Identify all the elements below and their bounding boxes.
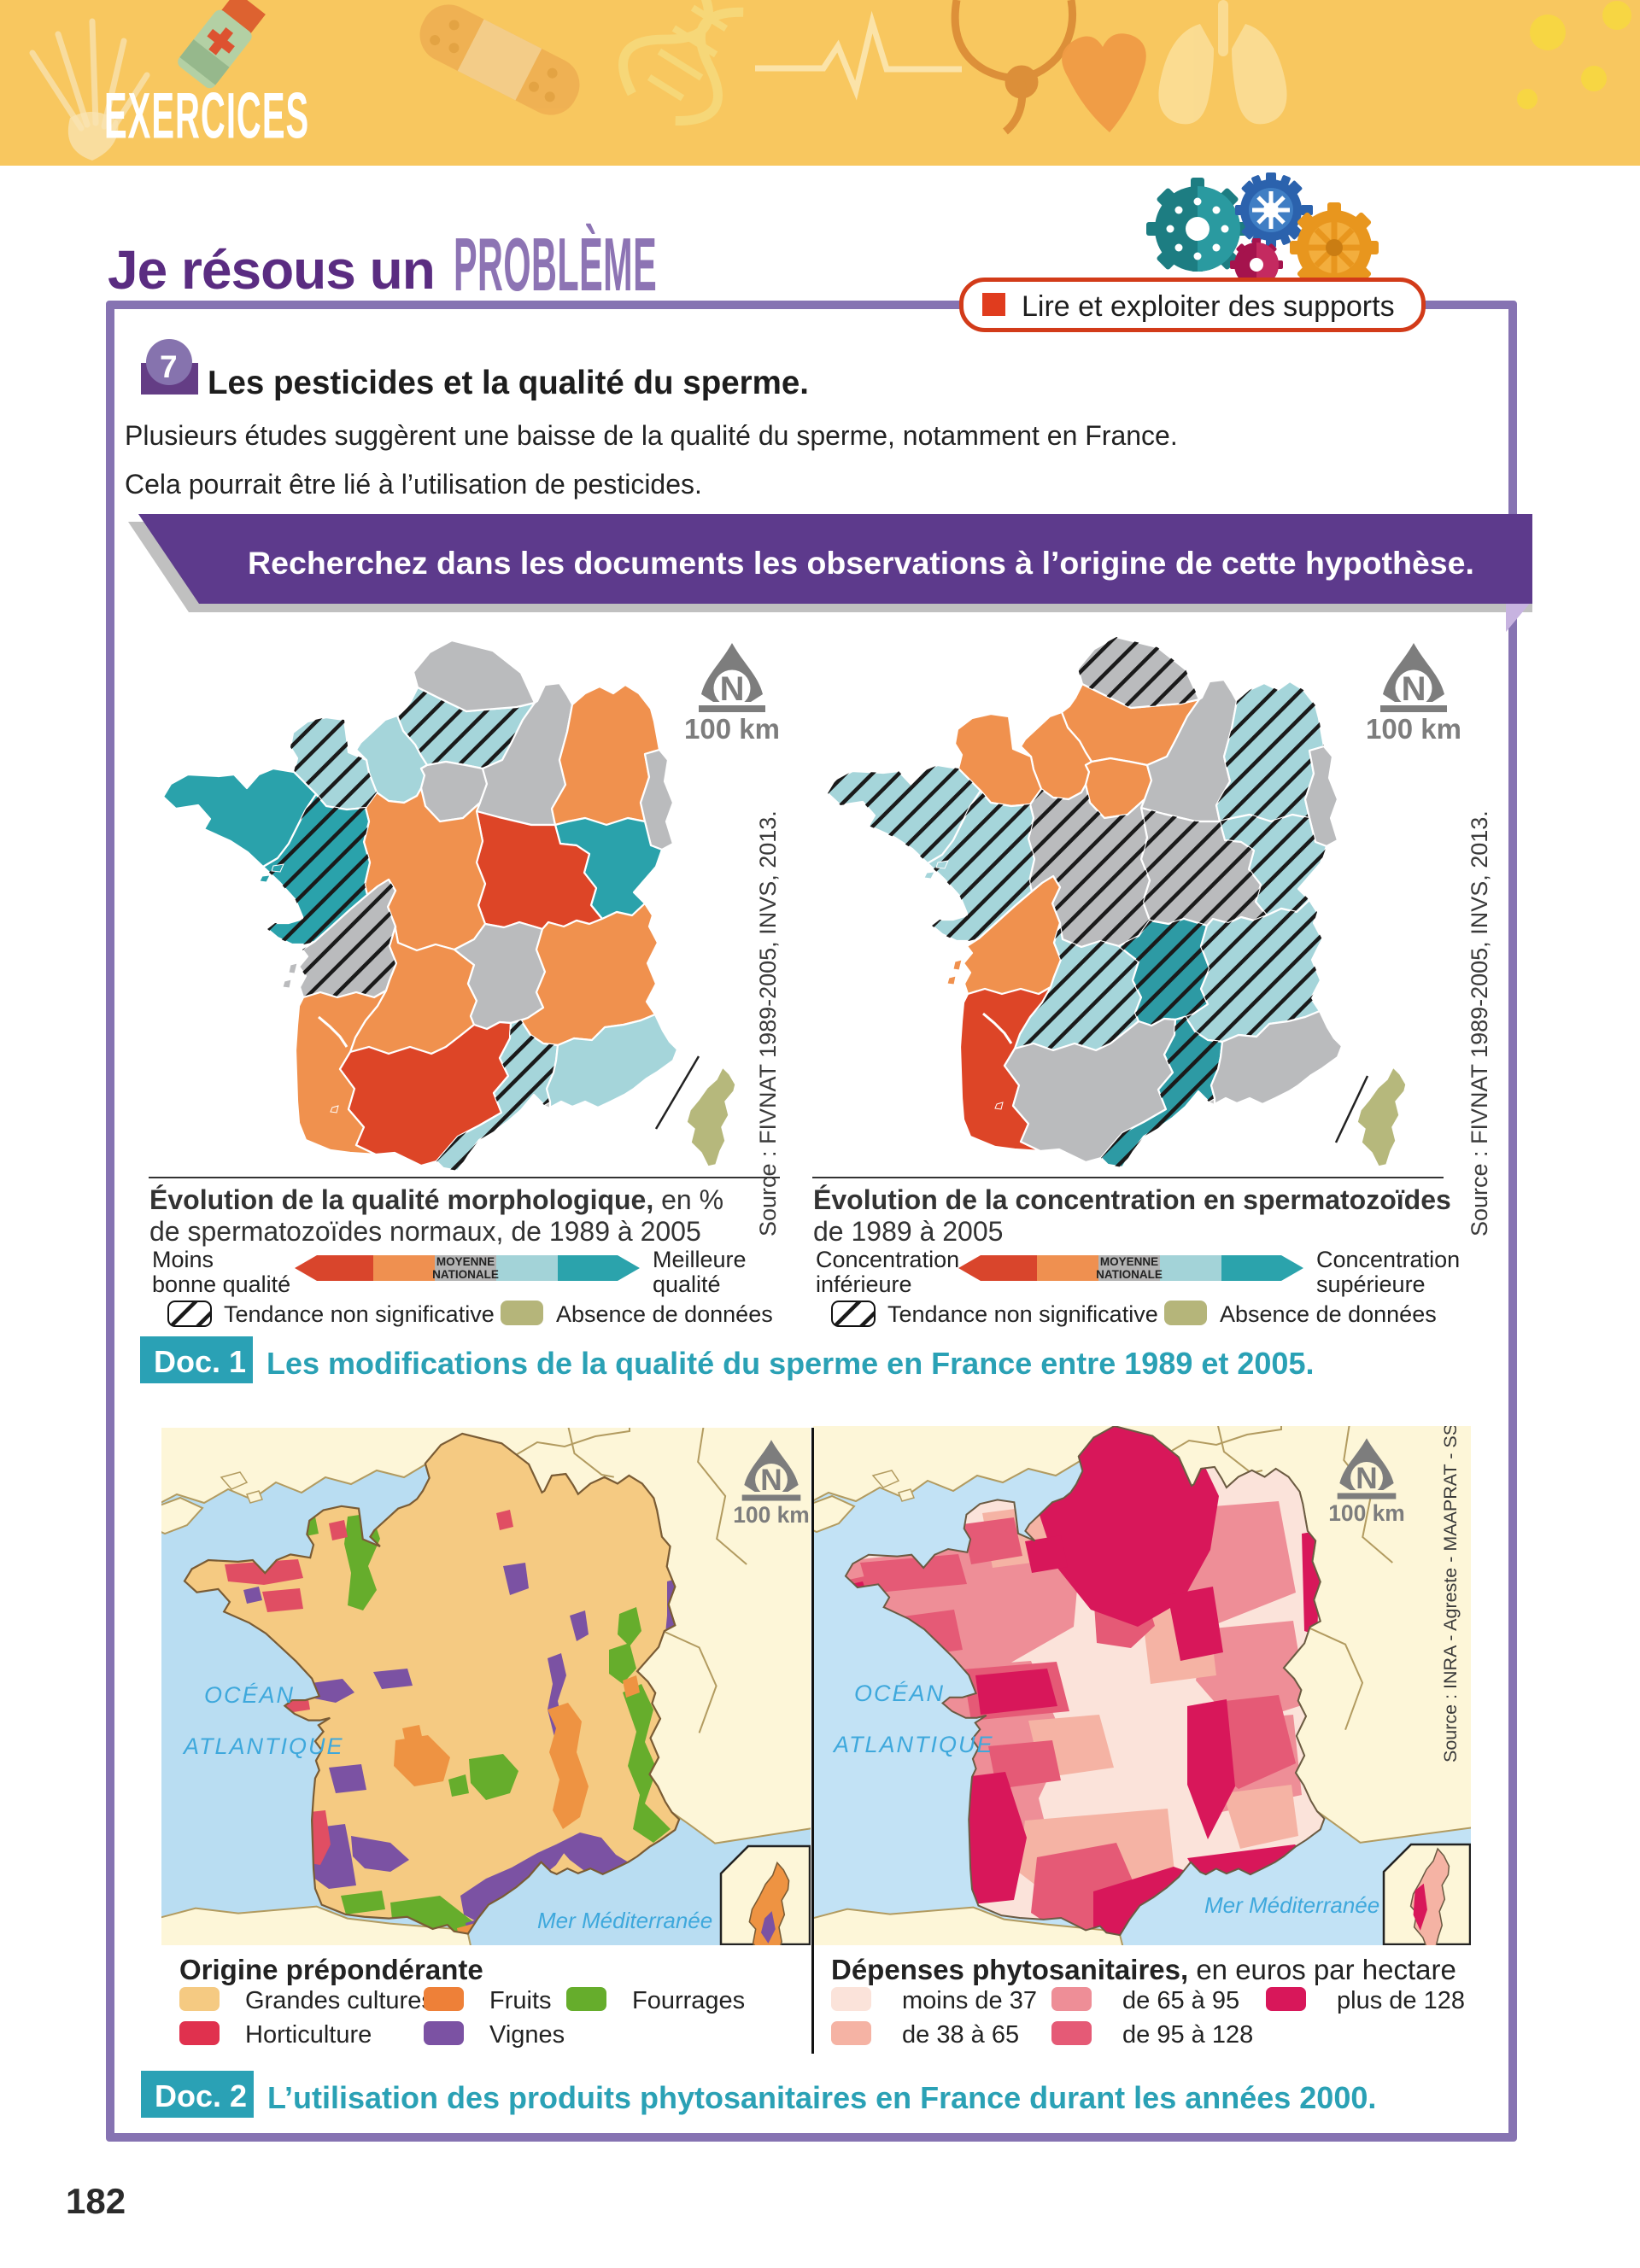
svg-text:N: N xyxy=(1402,670,1426,708)
svg-text:ATLANTIQUE: ATLANTIQUE xyxy=(182,1733,344,1759)
svg-text:Source : INRA - Agreste - MAAP: Source : INRA - Agreste - MAAPRAT - SSP. xyxy=(1440,1426,1461,1762)
svg-text:N: N xyxy=(760,1464,782,1497)
svg-text:ATLANTIQUE: ATLANTIQUE xyxy=(832,1732,994,1757)
svg-text:Mer Méditerranée: Mer Méditerranée xyxy=(1204,1892,1379,1918)
svg-text:Source : FIVNAT 1989-2005, INV: Source : FIVNAT 1989-2005, INVS, 2013. xyxy=(1467,810,1492,1236)
svg-text:N: N xyxy=(720,670,745,708)
svg-text:OCÉAN: OCÉAN xyxy=(204,1682,295,1708)
svg-text:Mer Méditerranée: Mer Méditerranée xyxy=(537,1908,712,1933)
svg-text:N: N xyxy=(1356,1462,1377,1495)
svg-text:MOYENNE: MOYENNE xyxy=(1100,1255,1158,1268)
svg-text:Source : FIVNAT 1989-2005, INV: Source : FIVNAT 1989-2005, INVS, 2013. xyxy=(755,810,781,1236)
svg-text:100 km: 100 km xyxy=(1366,713,1461,745)
svg-text:NATIONALE: NATIONALE xyxy=(1096,1268,1163,1281)
svg-text:OCÉAN: OCÉAN xyxy=(854,1681,945,1706)
svg-text:100 km: 100 km xyxy=(684,713,780,745)
svg-text:NATIONALE: NATIONALE xyxy=(432,1268,499,1281)
svg-text:100 km: 100 km xyxy=(1328,1500,1405,1526)
svg-text:100 km: 100 km xyxy=(733,1502,810,1528)
svg-text:MOYENNE: MOYENNE xyxy=(436,1255,495,1268)
svg-text:Recherchez dans les documents: Recherchez dans les documents les observ… xyxy=(248,545,1474,581)
